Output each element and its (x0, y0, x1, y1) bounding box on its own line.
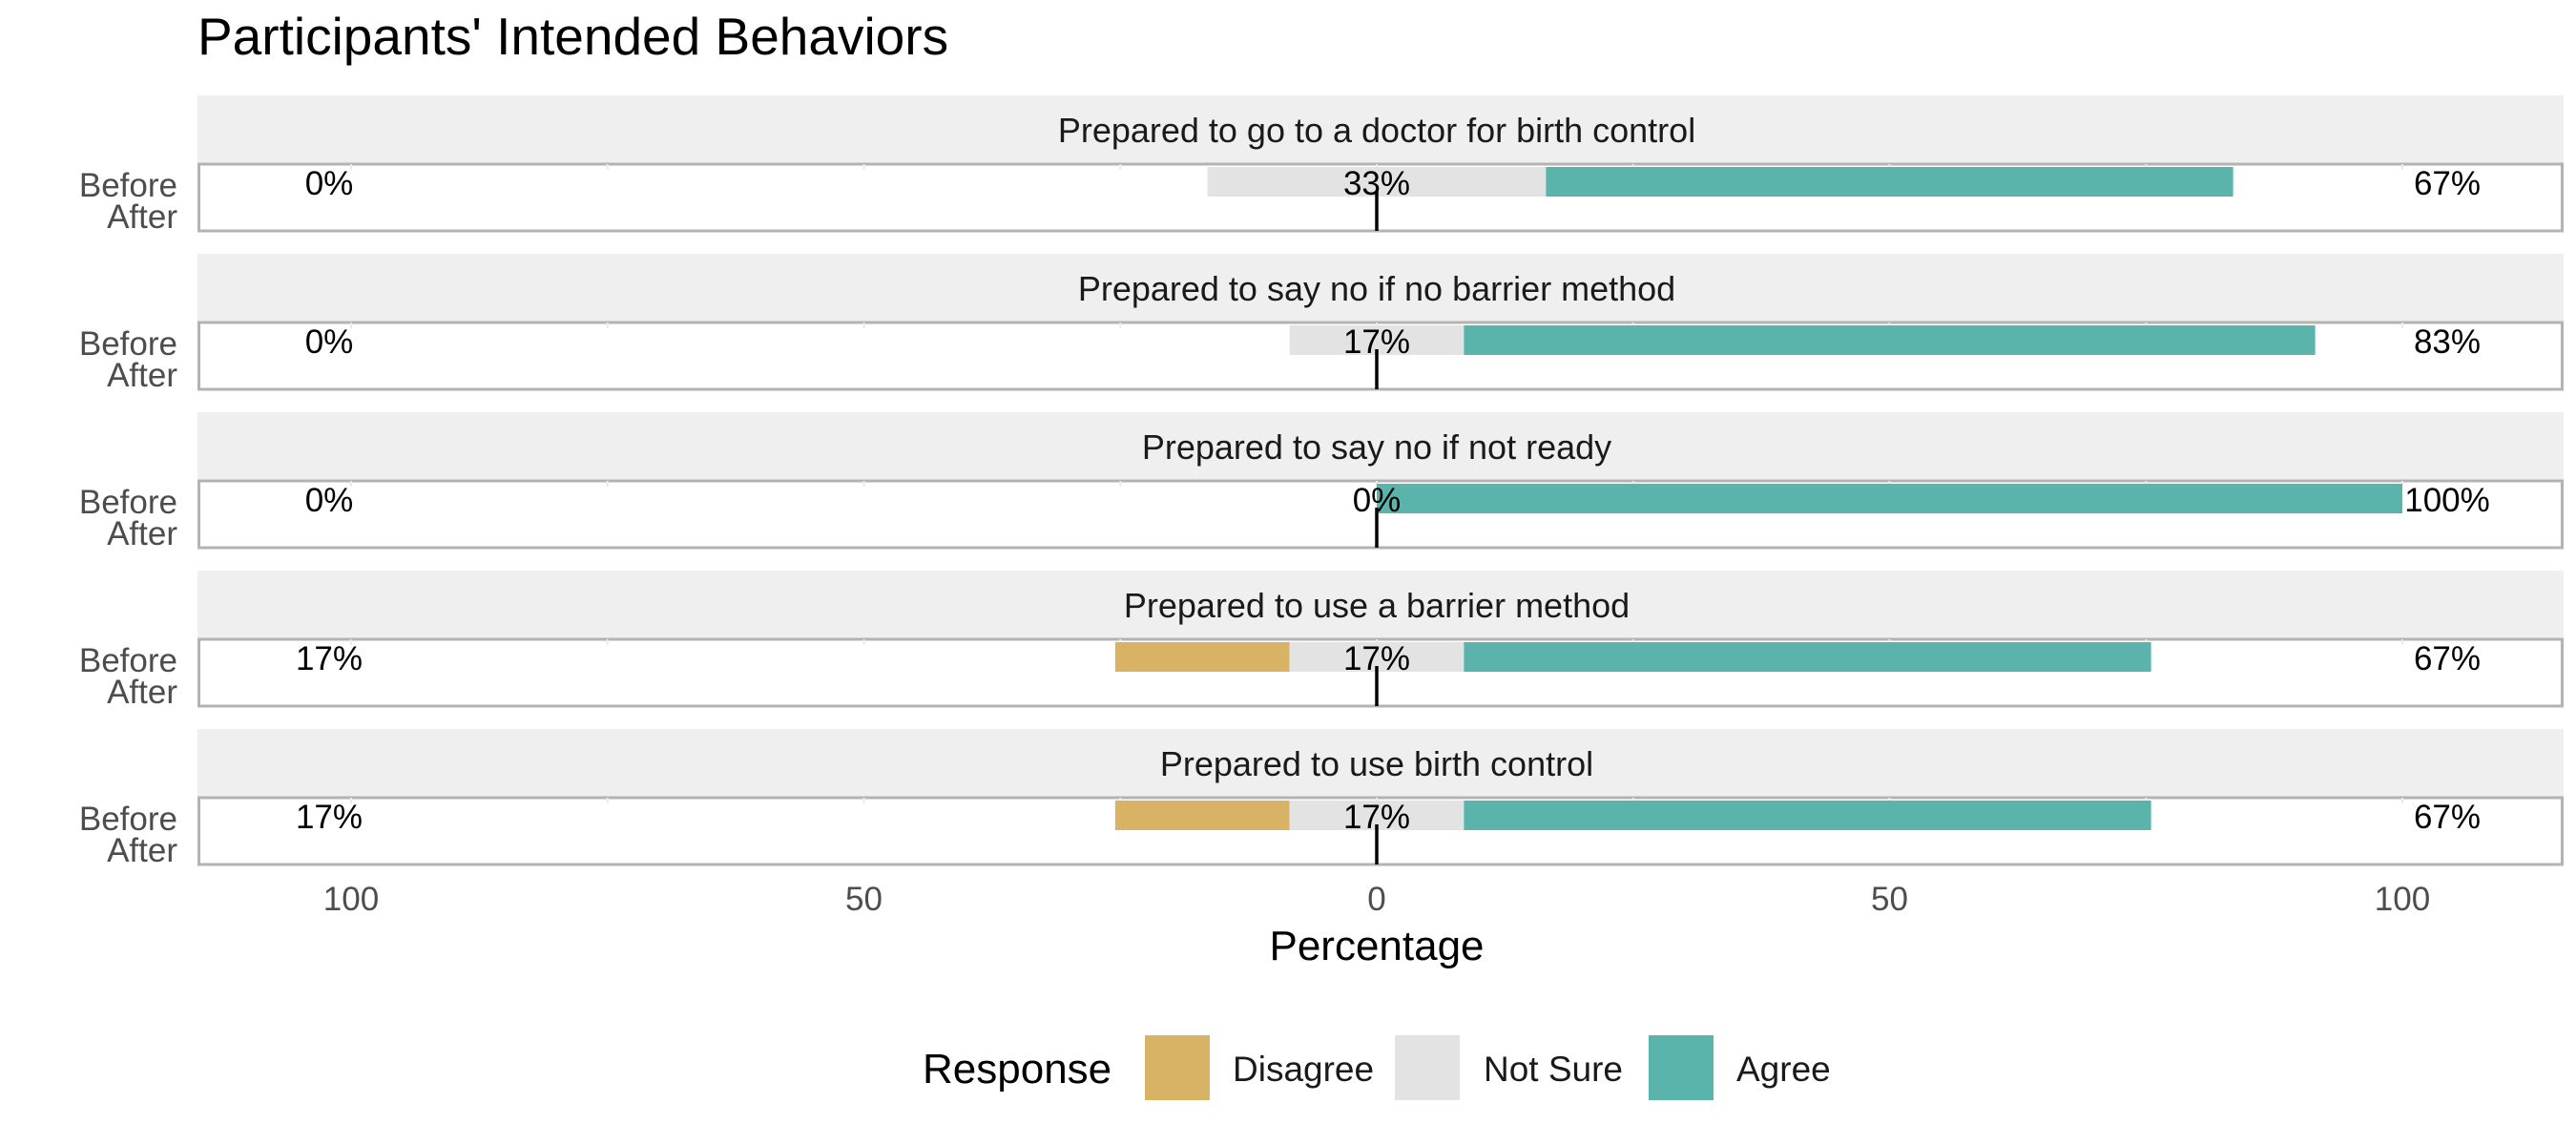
label-disagree: 0% (305, 165, 354, 202)
row-label-before: Before (79, 801, 177, 838)
x-axis-title: Percentage (1269, 923, 1484, 969)
label-agree: 83% (2414, 323, 2481, 361)
panel-title: Prepared to use birth control (1160, 744, 1593, 783)
panel-title: Prepared to use a barrier method (1124, 586, 1630, 625)
row-label-before: Before (79, 325, 177, 363)
bar-disagree (1114, 642, 1290, 672)
bar-agree (1464, 642, 2151, 672)
panel-strip (197, 412, 2564, 481)
bar-agree (1546, 167, 2233, 197)
bar-agree (1464, 325, 2316, 355)
row-label-after: After (107, 357, 177, 394)
x-tick-label: 100 (323, 881, 379, 918)
panel-strip (197, 571, 2564, 639)
legend-item-not-sure: Not Sure (1395, 1035, 1623, 1100)
label-agree: 67% (2414, 165, 2481, 202)
label-not-sure: 17% (1343, 799, 1410, 836)
legend-key (1649, 1035, 1714, 1100)
bar-agree (1464, 801, 2151, 830)
x-tick-label: 100 (2375, 881, 2430, 918)
legend-key (1395, 1035, 1460, 1100)
x-tick-label: 50 (1871, 881, 1908, 918)
panel-strip (197, 95, 2564, 164)
legend-title: Response (923, 1046, 1111, 1093)
legend-item-agree: Agree (1649, 1035, 1831, 1100)
row-label-before: Before (79, 484, 177, 521)
panels: Prepared to go to a doctor for birth con… (79, 95, 2564, 869)
legend-label: Agree (1736, 1050, 1831, 1089)
panel-strip (197, 254, 2564, 323)
panel-4: Prepared to use a barrier method BeforeAf… (79, 571, 2564, 711)
label-disagree: 17% (296, 640, 363, 677)
legend-label: Not Sure (1484, 1050, 1623, 1089)
label-disagree: 0% (305, 482, 354, 519)
label-disagree: 17% (296, 799, 363, 836)
label-agree: 67% (2414, 640, 2481, 677)
legend-item-disagree: Disagree (1145, 1035, 1374, 1100)
row-label-after: After (107, 515, 177, 552)
panel-5: Prepared to use birth control BeforeAfter… (79, 729, 2564, 869)
label-not-sure: 17% (1343, 323, 1410, 361)
row-label-after: After (107, 198, 177, 236)
row-label-before: Before (79, 642, 177, 679)
x-tick-label: 50 (845, 881, 883, 918)
x-tick-label: 0 (1367, 881, 1385, 918)
legend: Response Disagree Not Sure Agree (923, 1035, 1831, 1100)
bar-disagree (1114, 801, 1290, 830)
bar-agree (1377, 484, 2402, 513)
panel-strip (197, 729, 2564, 798)
label-disagree: 0% (305, 323, 354, 361)
x-axis: 100 50 0 50 100 (323, 881, 2430, 918)
chart-title: Participants' Intended Behaviors (197, 7, 948, 66)
label-not-sure: 0% (1353, 482, 1402, 519)
legend-label: Disagree (1233, 1050, 1374, 1089)
panel-title: Prepared to go to a doctor for birth con… (1058, 111, 1695, 150)
panel-2: Prepared to say no if no barrier method B… (79, 254, 2564, 394)
panel-1: Prepared to go to a doctor for birth con… (79, 95, 2564, 236)
panel-title: Prepared to say no if not ready (1142, 427, 1611, 467)
label-agree: 100% (2404, 482, 2490, 519)
row-label-after: After (107, 674, 177, 711)
legend-key (1145, 1035, 1210, 1100)
panel-3: Prepared to say no if not ready BeforeAft… (79, 412, 2564, 552)
row-label-before: Before (79, 167, 177, 204)
panel-title: Prepared to say no if no barrier method (1078, 269, 1675, 308)
label-agree: 67% (2414, 799, 2481, 836)
label-not-sure: 17% (1343, 640, 1410, 677)
row-label-after: After (107, 832, 177, 869)
label-not-sure: 33% (1343, 165, 1410, 202)
